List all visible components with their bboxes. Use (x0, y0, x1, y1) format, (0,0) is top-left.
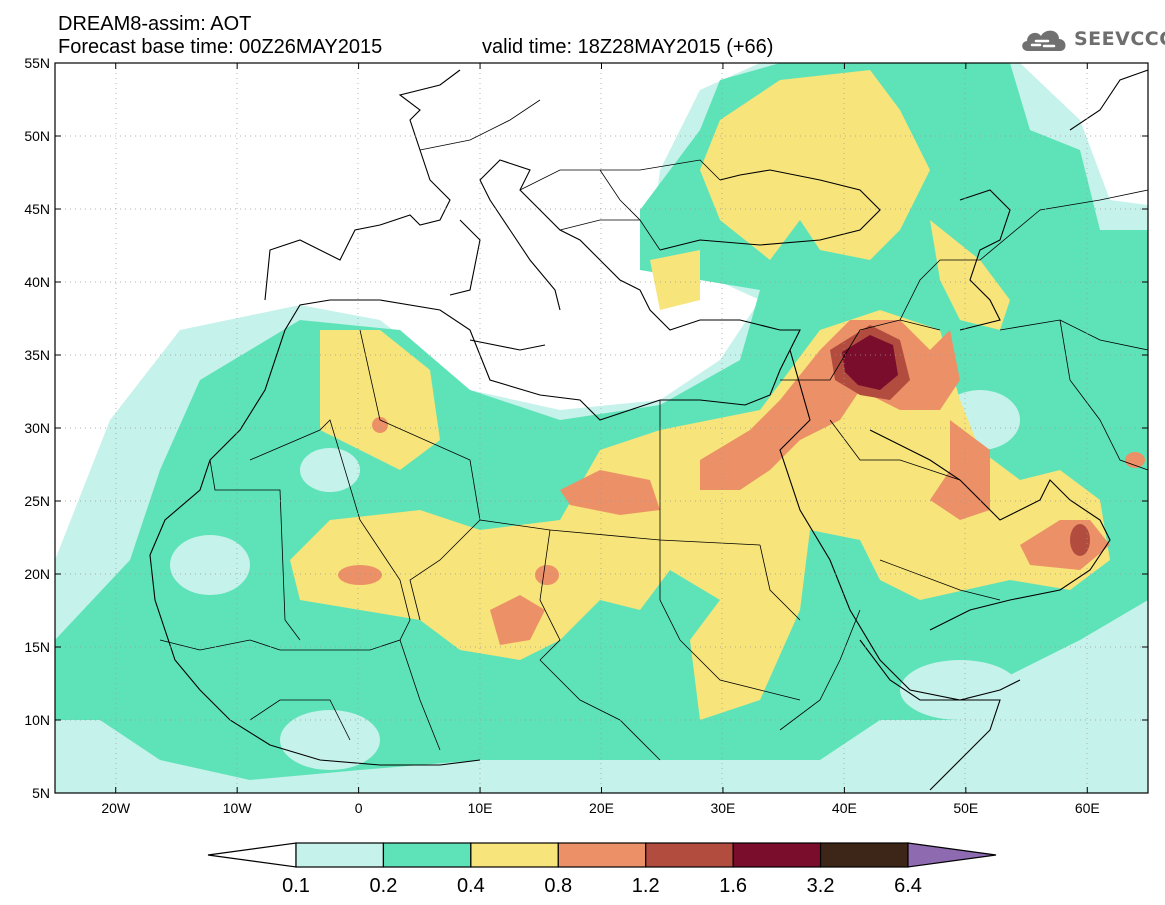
colorbar-label: 0.8 (544, 875, 572, 897)
lon-tick-label: 10W (223, 800, 253, 816)
lat-tick-label: 20N (24, 566, 50, 582)
coastlines (149, 69, 1148, 791)
lat-tick-label: 10N (24, 712, 50, 728)
colorbar-box (645, 842, 734, 868)
latitude-ticks: 55N 50N 45N 40N 35N 30N 25N 20N 15N 10N 5N (24, 55, 1148, 801)
lat-tick-label: 40N (24, 274, 50, 290)
lat-tick-label: 50N (24, 128, 50, 144)
colorbar-under-triangle (207, 842, 297, 868)
longitude-ticks: 20W 10W 0 10E 20E 30E 40E 50E 60E (101, 63, 1100, 816)
colorbar-box (470, 842, 559, 868)
colorbar-label: 0.2 (370, 875, 398, 897)
colorbar-over-triangle (907, 842, 997, 868)
lon-tick-label: 50E (953, 800, 978, 816)
lat-tick-label: 25N (24, 493, 50, 509)
valid-time: valid time: 18Z28MAY2015 (+66) (482, 36, 774, 58)
colorbar-label: 0.1 (282, 875, 310, 897)
colorbar-box (295, 842, 385, 868)
lat-tick-label: 35N (24, 347, 50, 363)
lon-tick-label: 30E (710, 800, 735, 816)
logo-text: SEEVCCC (1074, 28, 1165, 50)
lon-tick-label: 60E (1075, 800, 1100, 816)
colorbar-label: 3.2 (807, 875, 835, 897)
lon-tick-label: 20E (589, 800, 614, 816)
colorbar-box (819, 842, 909, 868)
seevccc-logo: SEEVCCC (1018, 24, 1165, 54)
map-title: DREAM8-assim: AOT (58, 13, 252, 35)
lon-tick-label: 10E (468, 800, 493, 816)
lon-tick-label: 20W (101, 800, 131, 816)
lat-tick-label: 45N (24, 201, 50, 217)
colorbar-box (732, 842, 822, 868)
cloud-icon (1022, 30, 1066, 51)
colorbar-box (382, 842, 472, 868)
colorbar-box (557, 842, 647, 868)
colorbar-label: 1.2 (632, 875, 660, 897)
country-borders (159, 99, 1148, 761)
colorbar: 0.1 0.2 0.4 0.8 1.2 1.6 3.2 6.4 (207, 842, 997, 897)
colorbar-label: 1.6 (719, 875, 747, 897)
lat-tick-label: 15N (24, 639, 50, 655)
lon-tick-label: 0 (355, 800, 363, 816)
lat-tick-label: 5N (32, 785, 50, 801)
graticule (55, 63, 1148, 793)
colorbar-label: 0.4 (457, 875, 485, 897)
forecast-base-time: Forecast base time: 00Z26MAY2015 (58, 36, 383, 58)
lat-tick-label: 30N (24, 420, 50, 436)
colorbar-label: 6.4 (894, 875, 922, 897)
aot-contours (55, 63, 1148, 793)
lon-tick-label: 40E (832, 800, 857, 816)
lat-tick-label: 55N (24, 55, 50, 71)
